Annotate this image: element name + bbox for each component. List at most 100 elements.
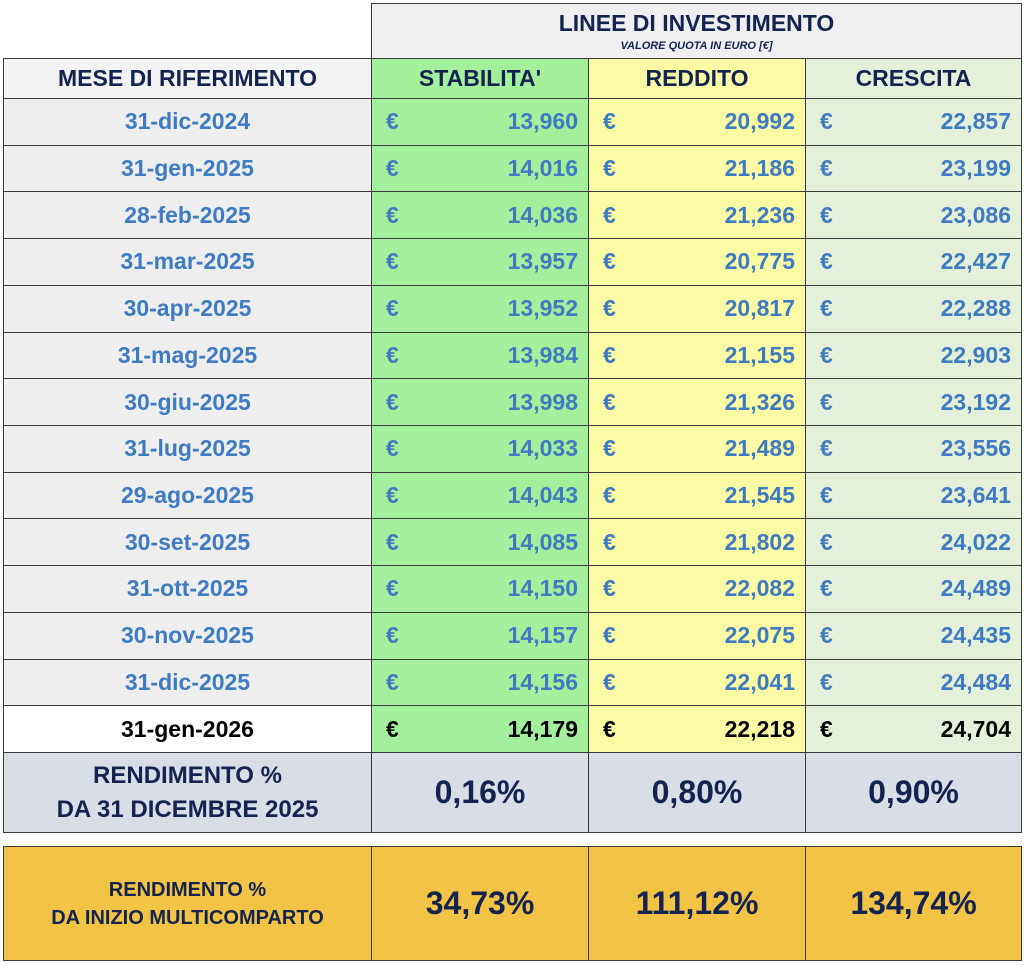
- value: 21,326: [724, 388, 795, 415]
- currency: €: [386, 482, 399, 509]
- date-cell: 31-ott-2025: [3, 565, 372, 613]
- returns-label-line: DA INIZIO MULTICOMPARTO: [51, 906, 324, 929]
- value: 23,192: [940, 388, 1011, 415]
- returns-label-line: RENDIMENTO %: [93, 761, 282, 789]
- value: 24,484: [940, 668, 1011, 695]
- value-cell: €24,435: [805, 611, 1022, 660]
- currency: €: [386, 155, 399, 182]
- value-cell: €23,192: [805, 378, 1022, 426]
- currency: €: [820, 201, 833, 228]
- returns-value: 0,80%: [588, 752, 806, 833]
- returns-label-line: DA 31 DICEMBRE 2025: [56, 795, 319, 823]
- value-cell: €23,086: [805, 191, 1022, 240]
- returns-value: 34,73%: [371, 846, 589, 961]
- currency: €: [820, 715, 833, 742]
- value-cell: €23,641: [805, 471, 1022, 520]
- returns-value: 111,12%: [588, 846, 806, 961]
- value: 24,022: [940, 528, 1011, 555]
- value-cell: €21,155: [588, 331, 806, 380]
- value-cell: €14,156: [371, 658, 589, 707]
- currency: €: [820, 622, 833, 649]
- currency: €: [603, 155, 616, 182]
- currency: €: [820, 108, 833, 135]
- header-title: LINEE DI INVESTIMENTO: [558, 10, 835, 36]
- value-cell: €24,704: [805, 705, 1022, 753]
- column-header: MESE DI RIFERIMENTO: [3, 58, 372, 99]
- currency: €: [820, 528, 833, 555]
- currency: €: [820, 388, 833, 415]
- currency: €: [603, 435, 616, 462]
- currency: €: [820, 341, 833, 368]
- currency: €: [386, 201, 399, 228]
- currency: €: [386, 528, 399, 555]
- value: 21,489: [724, 435, 795, 462]
- value: 21,155: [724, 341, 795, 368]
- currency: €: [603, 248, 616, 275]
- currency: €: [820, 155, 833, 182]
- currency: €: [386, 715, 399, 742]
- value-cell: €20,992: [588, 98, 806, 146]
- value-cell: €20,775: [588, 238, 806, 286]
- value-cell: €14,085: [371, 518, 589, 567]
- currency: €: [603, 341, 616, 368]
- value-cell: €14,157: [371, 611, 589, 660]
- returns-value: 0,16%: [371, 752, 589, 833]
- date-cell: 30-giu-2025: [3, 378, 372, 426]
- value: 24,435: [940, 622, 1011, 649]
- value: 22,218: [724, 715, 795, 742]
- date-cell: 31-mag-2025: [3, 331, 372, 380]
- value-cell: €13,957: [371, 238, 589, 286]
- currency: €: [603, 388, 616, 415]
- value-cell: €21,186: [588, 144, 806, 193]
- returns-label: RENDIMENTO % DA INIZIO MULTICOMPARTO: [3, 846, 372, 961]
- value-cell: €22,427: [805, 238, 1022, 286]
- value-cell: €24,489: [805, 565, 1022, 613]
- column-header: REDDITO: [588, 58, 806, 99]
- value: 23,641: [940, 482, 1011, 509]
- date-cell: 30-apr-2025: [3, 284, 372, 333]
- currency: €: [820, 575, 833, 602]
- currency: €: [386, 248, 399, 275]
- currency: €: [820, 435, 833, 462]
- value-cell: €21,802: [588, 518, 806, 567]
- value: 23,556: [940, 435, 1011, 462]
- value: 13,984: [507, 341, 578, 368]
- currency: €: [603, 575, 616, 602]
- value: 23,086: [940, 201, 1011, 228]
- value: 22,903: [940, 341, 1011, 368]
- value-cell: €13,998: [371, 378, 589, 426]
- value-cell: €21,326: [588, 378, 806, 426]
- value-cell: €24,484: [805, 658, 1022, 707]
- value-cell: €14,150: [371, 565, 589, 613]
- date-cell: 31-lug-2025: [3, 425, 372, 473]
- currency: €: [603, 622, 616, 649]
- column-header: CRESCITA: [805, 58, 1022, 99]
- currency: €: [386, 575, 399, 602]
- currency: €: [820, 482, 833, 509]
- header-cell: LINEE DI INVESTIMENTO VALORE QUOTA IN EUR…: [371, 3, 1022, 59]
- value: 22,075: [724, 622, 795, 649]
- value: 21,802: [724, 528, 795, 555]
- value: 14,179: [507, 715, 578, 742]
- returns-value: 0,90%: [805, 752, 1022, 833]
- value-cell: €21,545: [588, 471, 806, 520]
- currency: €: [820, 295, 833, 322]
- currency: €: [386, 341, 399, 368]
- column-header: STABILITA': [371, 58, 589, 99]
- currency: €: [603, 201, 616, 228]
- date-cell: 30-nov-2025: [3, 611, 372, 660]
- currency: €: [603, 482, 616, 509]
- value: 20,817: [724, 295, 795, 322]
- date-cell: 31-dic-2025: [3, 658, 372, 707]
- value: 24,704: [940, 715, 1011, 742]
- value: 22,288: [940, 295, 1011, 322]
- currency: €: [603, 715, 616, 742]
- value-cell: €21,236: [588, 191, 806, 240]
- date-cell: 31-mar-2025: [3, 238, 372, 286]
- value-cell: €24,022: [805, 518, 1022, 567]
- value: 14,085: [507, 528, 578, 555]
- currency: €: [386, 622, 399, 649]
- value-cell: €21,489: [588, 425, 806, 473]
- returns-value: 134,74%: [805, 846, 1022, 961]
- value-cell: €14,033: [371, 425, 589, 473]
